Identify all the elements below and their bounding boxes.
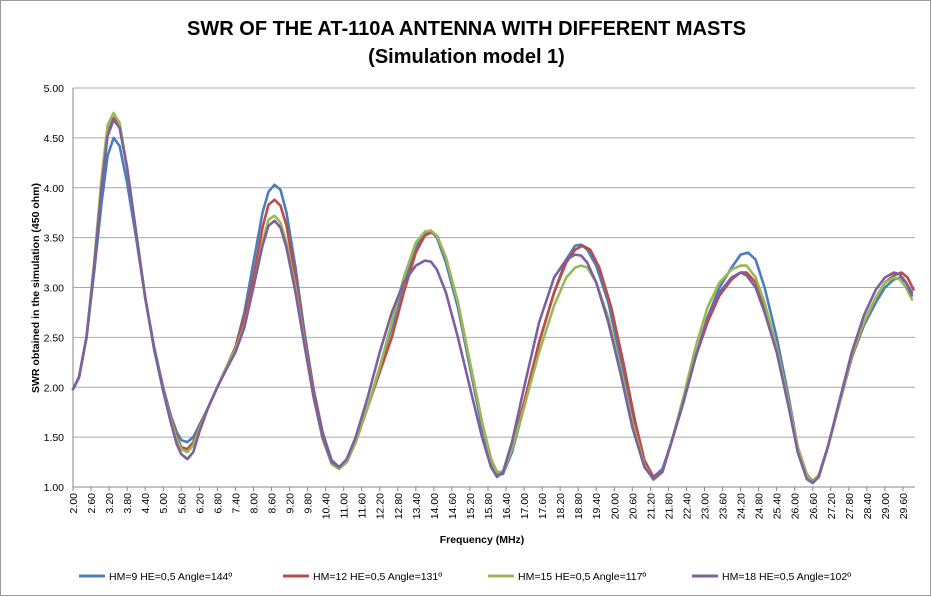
x-tick-label: 22.40 <box>681 493 693 519</box>
y-tick-label: 4.50 <box>44 133 65 145</box>
y-tick-label: 1.00 <box>44 482 65 494</box>
y-tick-label: 2.00 <box>44 382 65 394</box>
x-tick-label: 6.20 <box>194 493 206 514</box>
x-tick-label: 29.00 <box>880 493 892 519</box>
x-tick-label: 20.00 <box>609 493 621 519</box>
x-tick-label: 26.60 <box>808 493 820 519</box>
x-tick-label: 7.40 <box>230 493 242 514</box>
x-tick-label: 25.40 <box>772 493 784 519</box>
chart-title: SWR OF THE AT-110A ANTENNA WITH DIFFEREN… <box>187 18 746 40</box>
x-tick-label: 9.20 <box>285 493 297 514</box>
x-tick-label: 23.00 <box>700 493 712 519</box>
x-tick-label: 28.40 <box>862 493 874 519</box>
y-tick-label: 1.50 <box>44 432 65 444</box>
x-tick-label: 5.00 <box>158 493 170 514</box>
x-tick-label: 2.60 <box>86 493 98 514</box>
y-axis-label: SWR obtained in the simulation (450 ohm) <box>30 183 42 393</box>
gridlines <box>72 87 915 488</box>
x-tick-label: 12.20 <box>375 493 387 519</box>
x-tick-label: 11.60 <box>357 493 369 519</box>
x-tick-label: 12.80 <box>393 493 405 519</box>
x-tick-label: 24.20 <box>736 493 748 519</box>
y-tick-label: 5.00 <box>44 83 65 95</box>
x-axis-label: Frequency (MHz) <box>440 534 525 546</box>
x-tick-label: 8.00 <box>248 493 260 514</box>
x-tick-label: 11.00 <box>339 493 351 519</box>
x-tick-label: 16.40 <box>501 493 513 519</box>
chart-subtitle: (Simulation model 1) <box>368 46 565 68</box>
x-tick-label: 23.60 <box>718 493 730 519</box>
x-tick-label: 17.60 <box>537 493 549 519</box>
legend-label-2: HM=12 HE=0,5 Angle=131º <box>313 571 442 583</box>
series-lines <box>71 111 915 485</box>
legend-label-3: HM=15 HE=0,5 Angle=117º <box>518 571 646 583</box>
x-tick-label: 14.60 <box>447 493 459 519</box>
series-line-3 <box>71 111 914 484</box>
y-tick-label: 4.00 <box>44 183 65 195</box>
x-tick-label: 17.00 <box>519 493 531 519</box>
x-tick-label: 3.20 <box>104 493 116 514</box>
x-tick-label: 21.80 <box>663 493 675 519</box>
legend-label-4: HM=18 HE=0,5 Angle=102º <box>722 571 851 583</box>
x-tick-label: 27.20 <box>826 493 838 519</box>
x-tick-label: 19.40 <box>591 493 603 519</box>
x-tick-label: 3.80 <box>122 493 134 514</box>
x-tick-label: 15.80 <box>483 493 495 519</box>
x-tick-label: 5.60 <box>176 493 188 514</box>
x-tick-label: 29.60 <box>898 493 910 519</box>
x-tick-label: 26.00 <box>790 493 802 519</box>
x-tick-label: 9.80 <box>303 493 315 514</box>
x-tick-label: 8.60 <box>266 493 278 514</box>
x-tick-label: 10.40 <box>321 493 333 519</box>
x-tick-label: 24.80 <box>754 493 766 519</box>
legend-label-1: HM=9 HE=0,5 Angle=144º <box>109 571 232 583</box>
series-line-4 <box>71 118 914 485</box>
y-tick-label: 3.50 <box>44 233 65 245</box>
x-tick-label: 2.00 <box>68 493 80 514</box>
x-tick-label: 6.80 <box>212 493 224 514</box>
x-tick-label: 27.80 <box>844 493 856 519</box>
x-tick-label: 4.40 <box>140 493 152 514</box>
x-tick-label: 20.60 <box>627 493 639 519</box>
x-tick-labels: 2.00 2.60 3.20 3.80 4.40 5.00 5.60 6.20 6.80 7.40… <box>68 487 910 519</box>
x-tick-label: 18.20 <box>555 493 567 519</box>
y-tick-label: 2.50 <box>44 332 65 344</box>
x-tick-label: 14.00 <box>429 493 441 519</box>
y-tick-labels: 1.00 1.50 2.00 2.50 3.00 3.50 4.00 4.50 5.00 <box>44 83 65 494</box>
legend: HM=9 HE=0,5 Angle=144º HM=12 HE=0,5 Angle… <box>79 571 851 583</box>
y-tick-label: 3.00 <box>44 283 65 295</box>
x-tick-label: 13.40 <box>411 493 423 519</box>
x-tick-label: 18.80 <box>573 493 585 519</box>
x-tick-label: 21.20 <box>645 493 657 519</box>
x-tick-label: 15.20 <box>465 493 477 519</box>
